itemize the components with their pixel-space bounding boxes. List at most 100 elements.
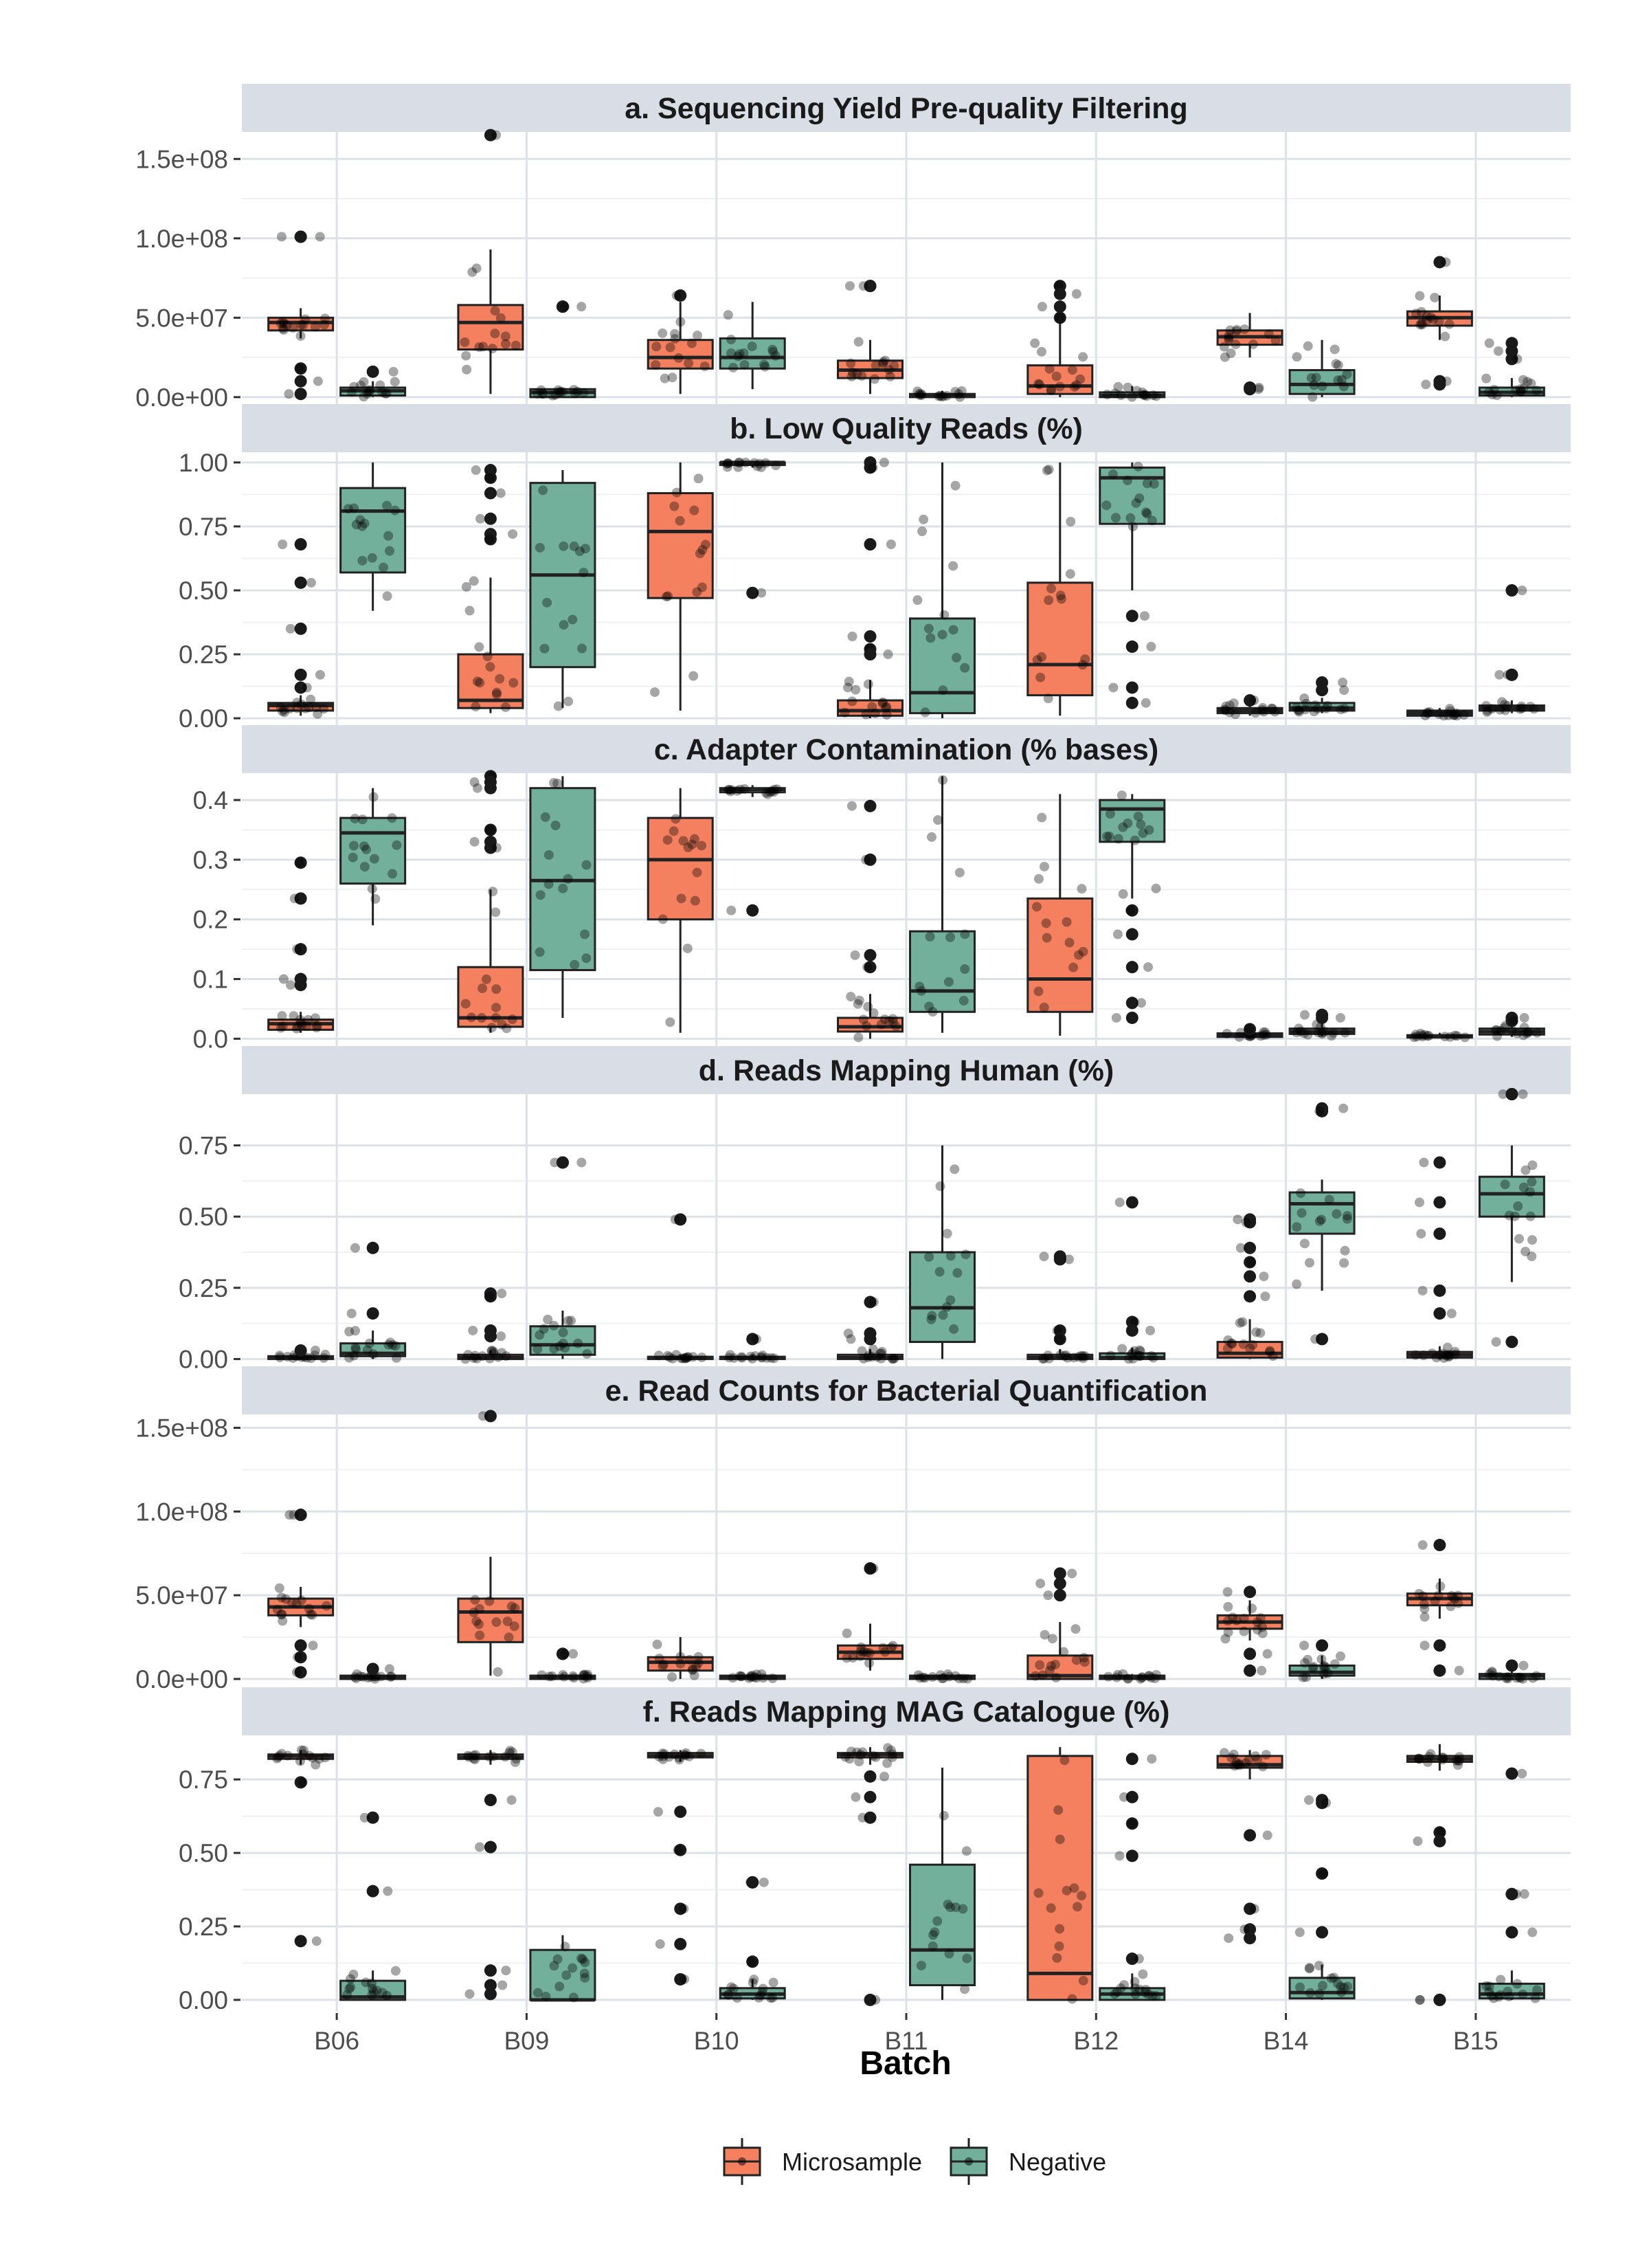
jitter-point <box>382 591 392 601</box>
jitter-point <box>1138 1969 1148 1979</box>
jitter-point <box>361 844 372 854</box>
jitter-point <box>471 1616 482 1627</box>
jitter-point <box>559 302 570 312</box>
jitter-point <box>1298 1672 1308 1682</box>
jitter-point <box>673 1845 683 1855</box>
jitter-point <box>1062 1353 1073 1363</box>
jitter-point <box>350 1326 360 1336</box>
jitter-point <box>939 391 949 401</box>
jitter-point <box>491 984 502 994</box>
outlier-point <box>294 856 307 869</box>
jitter-point <box>1314 1216 1325 1226</box>
jitter-point <box>749 1975 759 1985</box>
jitter-point <box>488 887 498 897</box>
jitter-point <box>1133 1350 1143 1361</box>
jitter-point <box>1241 1217 1251 1227</box>
box-B11-microsample <box>837 799 904 1043</box>
jitter-point <box>1032 655 1042 665</box>
jitter-point <box>1342 369 1352 379</box>
jitter-point <box>1037 812 1047 823</box>
jitter-point <box>363 1673 373 1683</box>
box-iqr <box>1099 799 1166 843</box>
jitter-point <box>1134 1954 1144 1964</box>
jitter-point <box>1417 1285 1428 1296</box>
jitter-point <box>559 1671 569 1682</box>
jitter-point <box>857 370 867 381</box>
jitter-point <box>772 784 782 794</box>
jitter-point <box>1416 318 1426 329</box>
jitter-point <box>376 1671 386 1682</box>
outlier-point <box>366 1663 379 1676</box>
jitter-point <box>1449 710 1459 720</box>
outlier-point <box>1433 1307 1446 1320</box>
jitter-point <box>1113 381 1123 392</box>
jitter-point <box>912 386 923 397</box>
outlier-point <box>484 1794 497 1807</box>
outlier-point <box>366 1811 379 1824</box>
box-iqr <box>1027 897 1094 1013</box>
jitter-point <box>937 630 947 640</box>
jitter-point <box>689 834 699 844</box>
jitter-point <box>1323 1668 1333 1678</box>
jitter-point <box>1043 693 1053 704</box>
jitter-point <box>1123 818 1133 828</box>
jitter-point <box>475 513 486 524</box>
jitter-point <box>1130 1977 1140 1987</box>
jitter-point <box>1039 1353 1049 1364</box>
jitter-point <box>1489 385 1499 395</box>
jitter-point <box>1131 498 1141 508</box>
jitter-point <box>871 1752 881 1762</box>
jitter-point <box>1525 1211 1536 1221</box>
jitter-point <box>1445 706 1455 716</box>
outlier-point <box>294 1509 307 1522</box>
jitter-point <box>315 232 325 242</box>
box-iqr <box>457 304 524 351</box>
jitter-point <box>497 1348 507 1358</box>
jitter-point <box>692 331 702 341</box>
jitter-point <box>688 671 699 681</box>
jitter-point <box>1299 1641 1310 1651</box>
jitter-point <box>1330 344 1340 355</box>
jitter-point <box>561 1970 572 1980</box>
outlier-point <box>1433 1826 1446 1839</box>
jitter-point <box>1514 1672 1525 1682</box>
jitter-point <box>1219 342 1229 352</box>
jitter-point <box>726 786 736 797</box>
outlier-point <box>484 1988 497 2001</box>
facet-strip <box>242 1366 1571 1414</box>
y-tick-label: 0.75 <box>179 513 228 541</box>
jitter-point <box>298 1749 309 1759</box>
jitter-point <box>491 687 502 698</box>
y-tick-label: 1.5e+08 <box>135 1414 228 1442</box>
jitter-point <box>276 1023 286 1033</box>
jitter-point <box>723 1990 733 2000</box>
jitter-point <box>1231 326 1242 336</box>
jitter-point <box>1071 289 1081 299</box>
jitter-point <box>1056 594 1066 604</box>
jitter-point <box>1332 1209 1342 1219</box>
outlier-point <box>1125 904 1138 917</box>
outlier-point <box>746 1876 759 1889</box>
jitter-point <box>756 588 767 598</box>
jitter-point <box>869 374 879 384</box>
jitter-point <box>1321 1662 1331 1672</box>
jitter-point <box>765 787 775 797</box>
jitter-point <box>1103 1671 1114 1682</box>
jitter-point <box>1037 652 1047 662</box>
jitter-point <box>952 1268 963 1278</box>
jitter-point <box>670 1214 680 1225</box>
jitter-point <box>962 1953 972 1964</box>
jitter-point <box>866 1564 876 1574</box>
jitter-point <box>1147 1754 1157 1764</box>
jitter-point <box>724 1353 734 1363</box>
jitter-point <box>1140 1988 1150 1998</box>
jitter-point <box>487 344 497 354</box>
box-B15-microsample <box>1406 1539 1473 1677</box>
jitter-point <box>1046 1903 1056 1913</box>
jitter-point <box>489 1348 499 1359</box>
jitter-point <box>384 546 394 556</box>
jitter-point <box>1141 391 1152 401</box>
jitter-point <box>552 1954 563 1964</box>
jitter-point <box>461 351 471 361</box>
jitter-point <box>1267 704 1277 714</box>
